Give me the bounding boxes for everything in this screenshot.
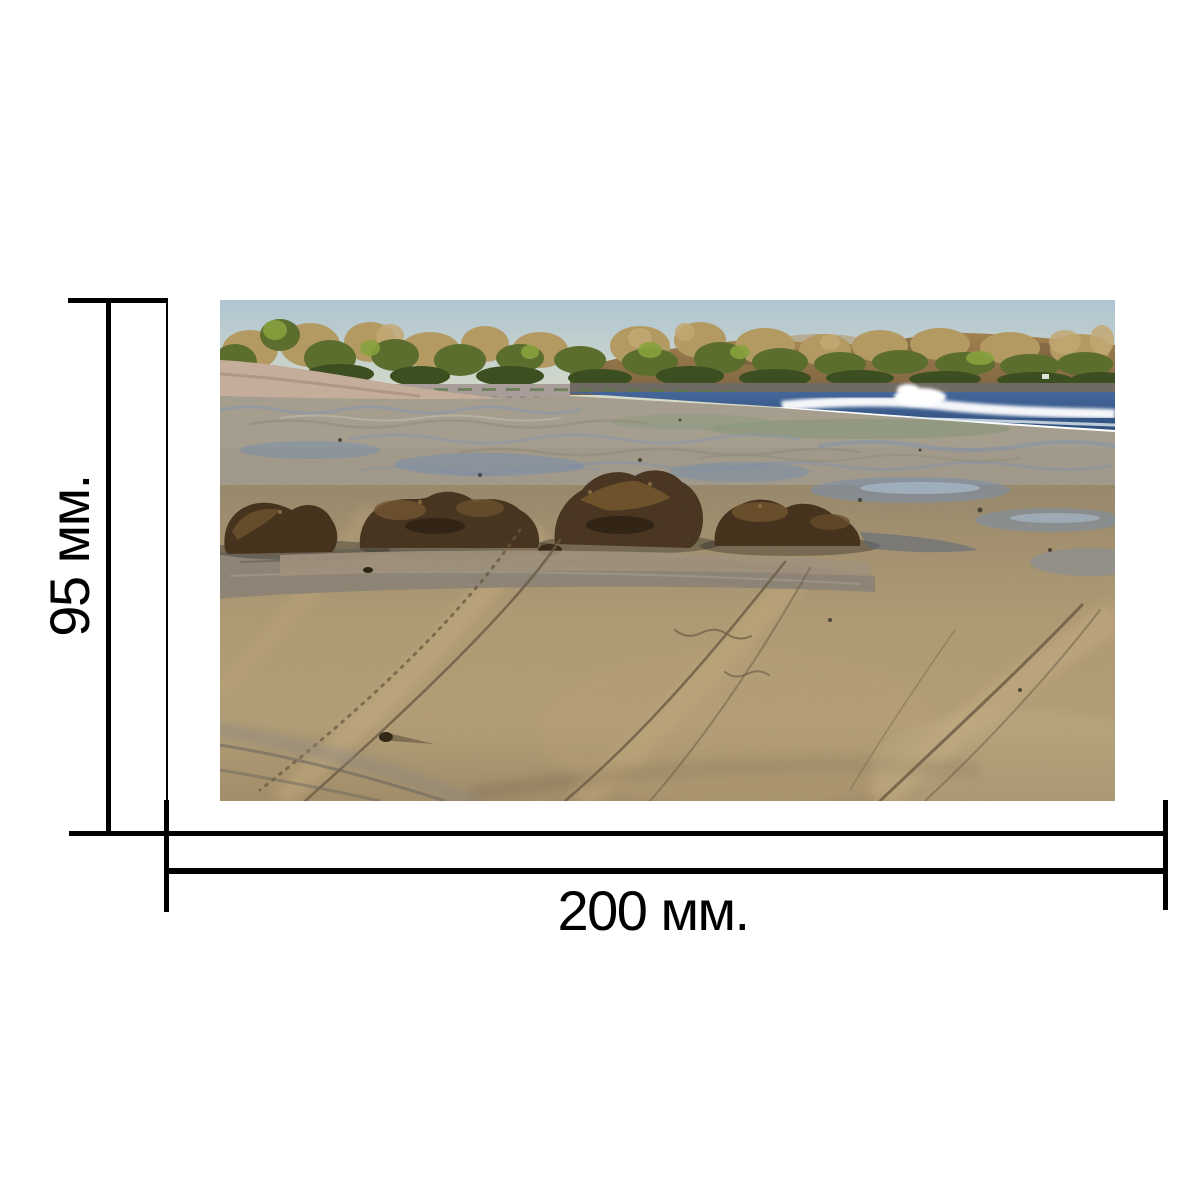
beach-photo-illustration: [220, 300, 1115, 801]
height-dimension-label: 95 мм.: [38, 475, 101, 637]
left-extension-line: [166, 300, 168, 833]
width-dimension-line: [166, 868, 1168, 874]
width-dimension-left-tick: [164, 800, 169, 912]
sand-grain-texture: [220, 480, 1115, 801]
bottom-baseline: [69, 831, 1168, 836]
height-dimension-top-tick: [68, 298, 168, 303]
width-dimension-right-tick: [1163, 800, 1168, 910]
width-dimension-label: 200 мм.: [557, 879, 750, 942]
product-photo: [220, 300, 1115, 801]
treeline: [220, 319, 1115, 388]
height-dimension-line: [106, 298, 111, 836]
